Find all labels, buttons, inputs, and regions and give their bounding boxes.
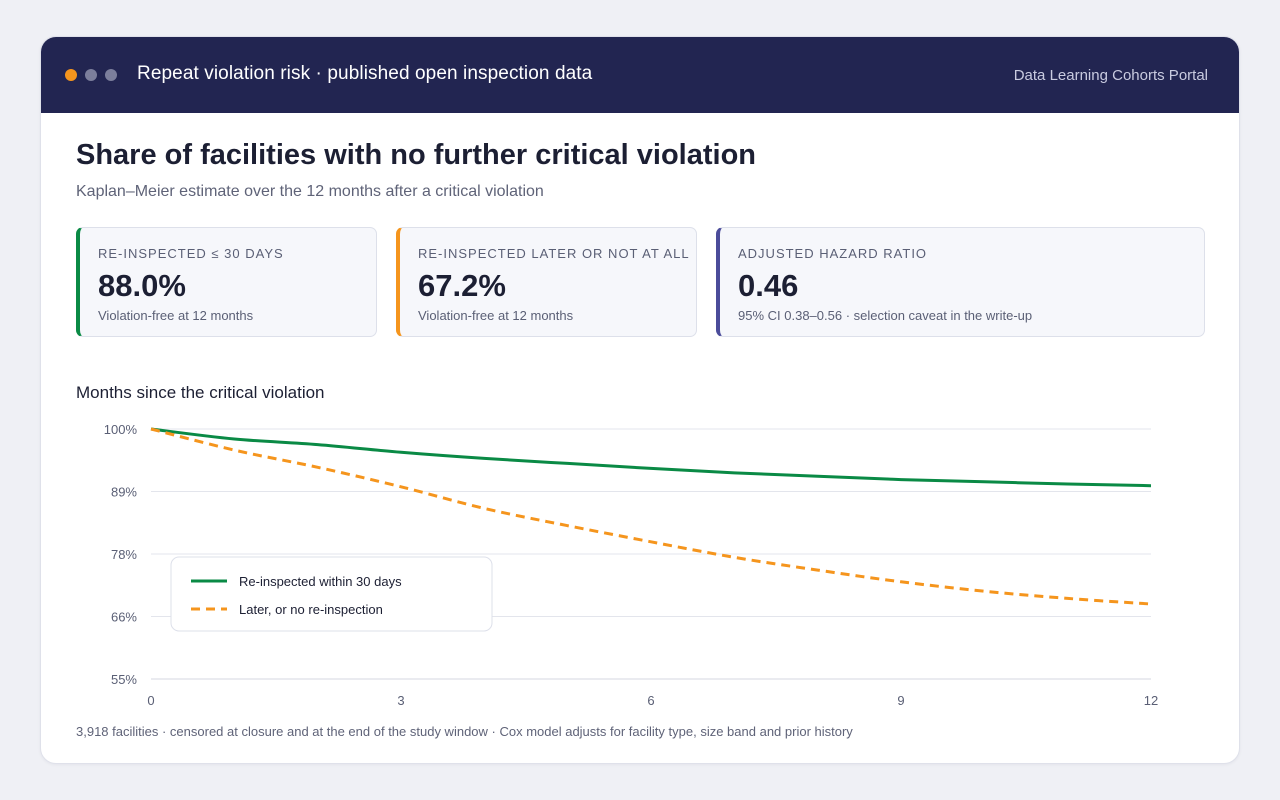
x-tick-label: 6 [647, 693, 654, 708]
series-line-1 [150, 427, 1152, 488]
kpi-note: 95% CI 0.38–0.56 · selection caveat in t… [738, 308, 1033, 323]
legend-entry: Later, or no re-inspection [239, 602, 383, 617]
kpi-value: 0.46 [738, 268, 799, 303]
y-tick-label: 89% [111, 485, 137, 500]
portal-name: Data Learning Cohorts Portal [1013, 67, 1208, 84]
x-tick-label: 9 [897, 693, 904, 708]
y-tick-label: 78% [111, 547, 137, 562]
window-dot-grey-2[interactable] [105, 69, 117, 81]
x-tick-label: 3 [397, 693, 404, 708]
kpi-card-hazard-ratio: ADJUSTED HAZARD RATIO 0.46 95% CI 0.38–0… [716, 227, 1205, 337]
footnote: 3,918 facilities · censored at closure a… [76, 724, 853, 739]
legend-box [170, 556, 493, 632]
window-title: Repeat violation risk · published open i… [137, 63, 593, 84]
series-line-2 [150, 427, 1152, 606]
x-tick-label: 0 [147, 693, 154, 708]
x-tick-label: 12 [1144, 693, 1158, 708]
kpi-value: 88.0% [98, 268, 186, 303]
legend: Re-inspected within 30 days Later, or no … [170, 556, 493, 632]
window-dot-orange[interactable] [65, 69, 77, 81]
kpi-note: Violation-free at 12 months [418, 308, 574, 323]
y-tick-label: 66% [111, 610, 137, 625]
window-dot-grey[interactable] [85, 69, 97, 81]
kpi-card-within-30-days: RE-INSPECTED ≤ 30 DAYS 88.0% Violation-f… [76, 227, 377, 337]
kpi-label: ADJUSTED HAZARD RATIO [738, 246, 928, 261]
kpi-value: 67.2% [418, 268, 506, 303]
y-tick-label: 100% [104, 422, 138, 437]
app-window: Repeat violation risk · published open i… [40, 36, 1240, 764]
kpi-note: Violation-free at 12 months [98, 308, 254, 323]
kpi-label: RE-INSPECTED ≤ 30 DAYS [98, 246, 284, 261]
survival-chart: 100% 89% 78% 66% 55% 0 3 6 9 12 Re-inspected withi… [104, 422, 1158, 708]
legend-entry: Re-inspected within 30 days [239, 574, 402, 589]
y-tick-label: 55% [111, 672, 137, 687]
page-subtitle: Kaplan–Meier estimate over the 12 months… [76, 183, 544, 200]
page-title: Share of facilities with no further crit… [76, 139, 757, 171]
main-content: Share of facilities with no further crit… [41, 113, 1239, 763]
title-bar: Repeat violation risk · published open i… [41, 37, 1239, 113]
kpi-label: RE-INSPECTED LATER OR NOT AT ALL [418, 246, 690, 261]
kpi-card-later-or-none: RE-INSPECTED LATER OR NOT AT ALL 67.2% V… [396, 227, 697, 337]
chart-title: Months since the critical violation [76, 383, 325, 402]
